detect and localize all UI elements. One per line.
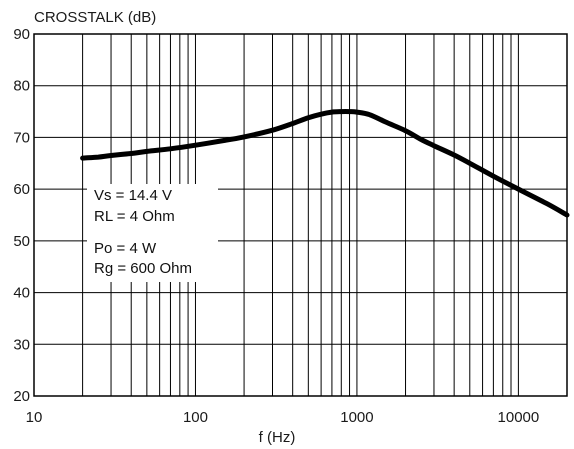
annotation-rg: Rg = 600 Ohm (94, 260, 192, 277)
y-tick-label: 70 (13, 129, 30, 146)
y-tick-label: 30 (13, 336, 30, 353)
annotation-po: Po = 4 W (94, 240, 157, 257)
annotation-rl: RL = 4 Ohm (94, 208, 175, 225)
x-tick-label: 100 (183, 409, 208, 426)
y-tick-label: 20 (13, 388, 30, 405)
y-tick-labels: 20 30 40 50 60 70 80 90 (13, 26, 30, 405)
x-tick-labels: 10 100 1000 10000 (26, 409, 540, 426)
y-tick-label: 40 (13, 285, 30, 302)
x-axis-label: f (Hz) (259, 429, 296, 446)
annotation-vs: Vs = 14.4 V (94, 187, 172, 204)
y-tick-label: 50 (13, 233, 30, 250)
y-tick-label: 90 (13, 26, 30, 43)
x-tick-label: 1000 (340, 409, 373, 426)
annotation-box (87, 184, 218, 282)
crosstalk-series-line (80, 109, 570, 218)
x-tick-label: 10000 (498, 409, 540, 426)
grid (34, 34, 567, 396)
y-axis-label: CROSSTALK (dB) (34, 9, 156, 26)
x-tick-label: 10 (26, 409, 43, 426)
y-tick-label: 60 (13, 181, 30, 198)
y-tick-label: 80 (13, 78, 30, 95)
